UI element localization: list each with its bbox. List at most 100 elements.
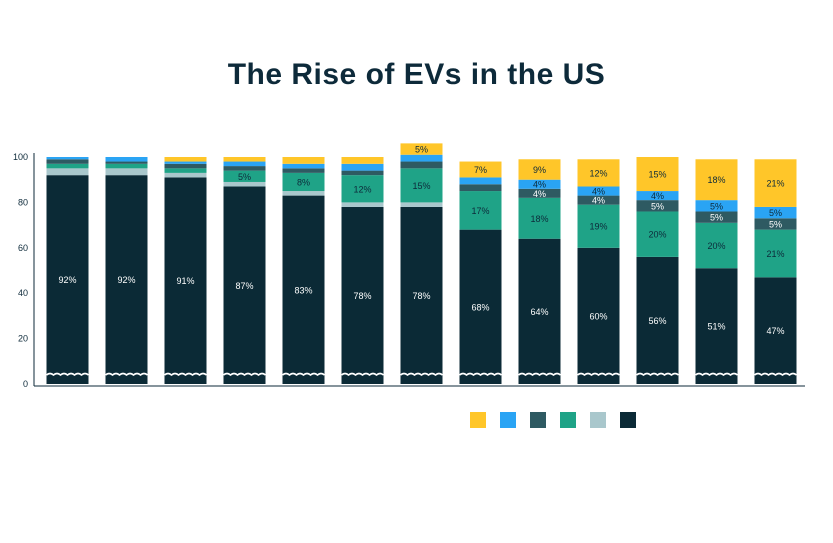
data-label: 18% (530, 214, 548, 224)
legend-item (560, 412, 580, 428)
bar-segment (164, 168, 207, 173)
bar-segment (754, 218, 797, 230)
bar-segment (223, 186, 266, 384)
bar-segment (636, 157, 679, 192)
bar-segment (695, 211, 738, 223)
bar-segment (105, 163, 148, 169)
data-label: 78% (412, 291, 430, 301)
axis-break-mark (399, 372, 444, 377)
chart-title: The Rise of EVs in the US (227, 58, 606, 91)
y-tick-label: 20 (18, 334, 28, 344)
bar-segment (400, 143, 443, 155)
y-tick-label: 100 (13, 152, 28, 162)
data-label: 5% (651, 201, 664, 211)
data-label: 56% (648, 316, 666, 326)
bar-segment (400, 168, 443, 203)
bar-segment (518, 188, 561, 198)
bar-segment (223, 157, 266, 162)
bar-segment (341, 157, 384, 164)
stacked-bar-chart: 0 20 40 60 80 100 92% 92% 91% 87% 5% 83% 8% 78% 12% 78%… (13, 143, 805, 389)
bar-segment (695, 200, 738, 212)
data-label: 68% (471, 302, 489, 312)
axis-break-mark (753, 372, 798, 377)
bar-segment (105, 168, 148, 176)
data-label: 5% (710, 201, 723, 211)
data-label: 20% (707, 241, 725, 251)
bar-segment (577, 159, 620, 187)
bar-segment (459, 229, 502, 384)
data-label: 64% (530, 307, 548, 317)
bar-segment (223, 166, 266, 171)
bar-segment (105, 161, 148, 164)
axis-break-mark (576, 372, 621, 377)
bar-segment (459, 191, 502, 230)
bar-segment (754, 159, 797, 207)
legend-swatch (560, 412, 576, 428)
bar-segment (282, 195, 325, 384)
legend-item (500, 412, 520, 428)
bar-segment (400, 161, 443, 169)
legend (470, 412, 830, 428)
data-label: 17% (471, 206, 489, 216)
bar-segment (164, 177, 207, 384)
bar-segment (577, 204, 620, 248)
axis-break-mark (340, 372, 385, 377)
bar-segment (636, 256, 679, 384)
bar-segment (341, 163, 384, 171)
bar-segment (282, 163, 325, 169)
bar-segment (223, 170, 266, 182)
legend-item (470, 412, 490, 428)
legend-swatch (470, 412, 486, 428)
bar-segment (400, 202, 443, 207)
data-label: 8% (297, 177, 310, 187)
legend-swatch (590, 412, 606, 428)
bar-segment (518, 197, 561, 239)
bar-segment (636, 200, 679, 212)
bar-segment (400, 206, 443, 384)
bar-segment (754, 229, 797, 278)
data-label: 5% (710, 213, 723, 223)
axis-break-mark (163, 372, 208, 377)
axis-break-mark (45, 372, 90, 377)
axis-break-mark (104, 372, 149, 377)
data-label: 5% (415, 145, 428, 155)
data-label: 47% (766, 326, 784, 336)
data-label: 5% (769, 208, 782, 218)
data-label: 9% (533, 165, 546, 175)
data-label: 60% (589, 311, 607, 321)
bar-segment (46, 159, 89, 164)
bar-segment (754, 206, 797, 219)
bar-segment (164, 163, 207, 169)
bar-segment (164, 172, 207, 178)
y-tick-label: 40 (18, 288, 28, 298)
data-label: 4% (592, 187, 605, 197)
bar-segment (164, 157, 207, 162)
bar-segment (459, 161, 502, 178)
axis-break-mark (635, 372, 680, 377)
axis-break-mark (281, 372, 326, 377)
bar-segment (518, 238, 561, 384)
bar-segment (577, 195, 620, 205)
data-label: 51% (707, 322, 725, 332)
data-label: 15% (412, 181, 430, 191)
bar-segment (282, 191, 325, 196)
bar-segment (223, 161, 266, 167)
bar-segment (695, 159, 738, 201)
bar-segment (341, 170, 384, 176)
bar-segment (400, 154, 443, 162)
bar-segment (636, 191, 679, 201)
axis-break-mark (458, 372, 503, 377)
bar-segment (46, 163, 89, 169)
bar-segment (46, 168, 89, 176)
data-label: 7% (474, 165, 487, 175)
data-label: 5% (769, 219, 782, 229)
data-label: 5% (238, 172, 251, 182)
bar-segment (282, 157, 325, 164)
bar-segment (105, 157, 148, 162)
data-label: 83% (294, 285, 312, 295)
data-label: 20% (648, 230, 666, 240)
y-tick-label: 80 (18, 197, 28, 207)
bar-segment (282, 168, 325, 173)
axis-break-mark (694, 372, 739, 377)
legend-item (620, 412, 640, 428)
